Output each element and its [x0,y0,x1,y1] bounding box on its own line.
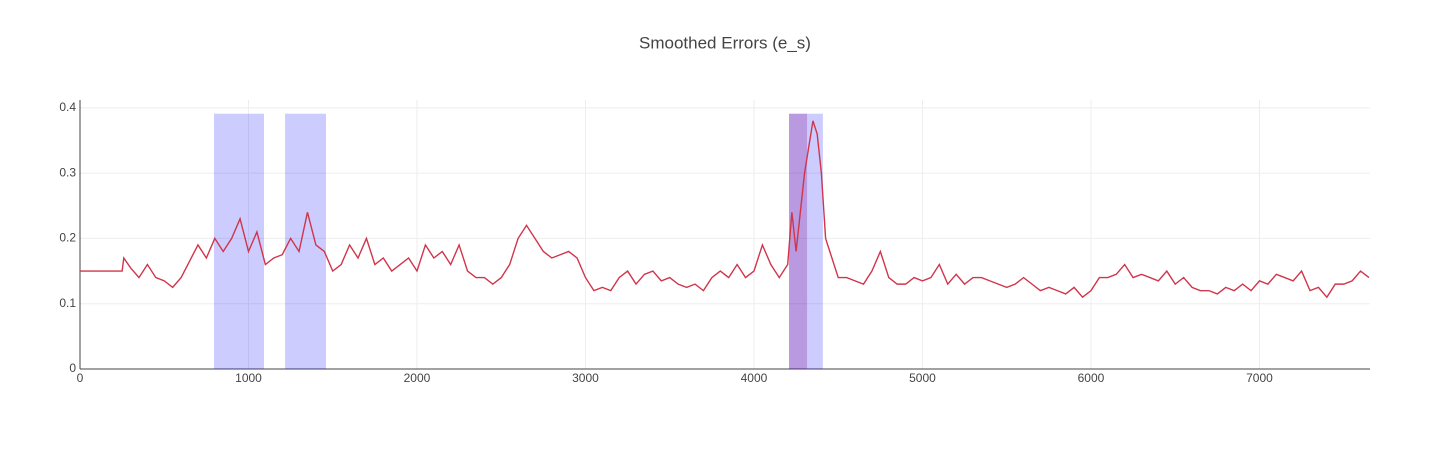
line-series [80,120,1370,299]
x-tick-label: 5000 [909,371,936,385]
x-tick-label: 3000 [572,371,599,385]
x-tick-label: 1000 [235,371,262,385]
y-tick-label: 0.1 [59,296,76,310]
y-tick-label: 0.3 [59,165,76,179]
y-tick-label: 0.2 [59,231,76,245]
anomaly-region [213,113,264,369]
x-tick-label: 7000 [1246,371,1273,385]
y-tick-label: 0.4 [59,100,76,114]
y-tick-label: 0 [69,361,76,375]
x-tick-label: 4000 [741,371,768,385]
x-tick-label: 2000 [404,371,431,385]
anomaly-region [285,113,327,369]
x-tick-label: 0 [77,371,84,385]
anomaly-region [789,113,808,369]
chart-title: Smoothed Errors (e_s) [639,33,811,52]
x-tick-label: 6000 [1078,371,1105,385]
